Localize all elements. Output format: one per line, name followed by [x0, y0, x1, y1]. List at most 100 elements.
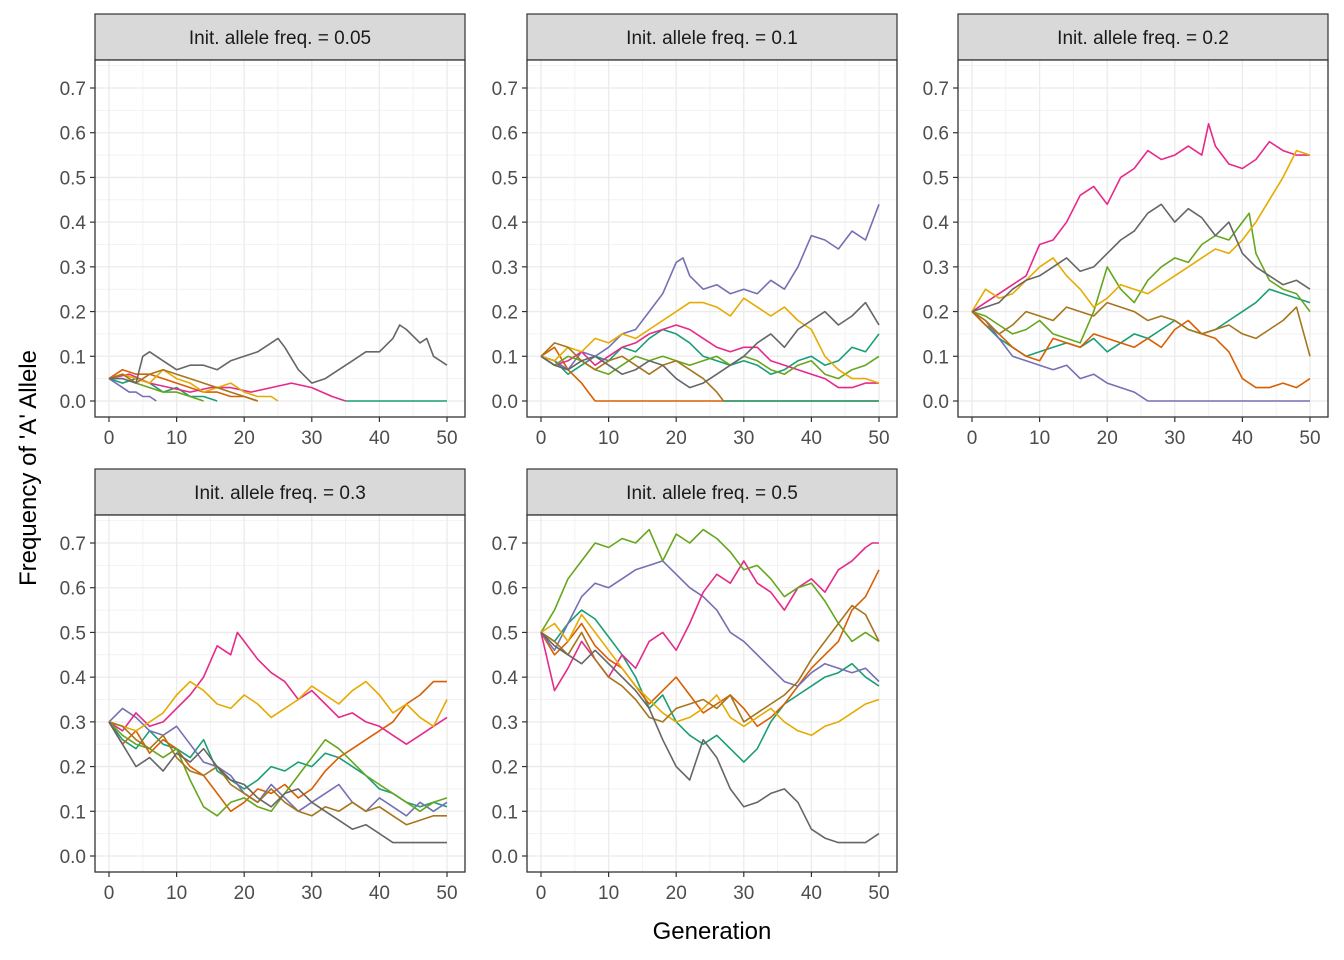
- series-line: [108, 680, 448, 732]
- series-line: [108, 368, 279, 402]
- x-tick-label: 20: [666, 428, 687, 449]
- facet-title: Init. allele freq. = 0.3: [194, 483, 366, 504]
- facet-strip: [526, 13, 898, 61]
- x-tick-label: 10: [166, 428, 187, 449]
- x-tick-label: 0: [104, 883, 115, 904]
- series-line: [971, 288, 1311, 358]
- series-line: [108, 377, 157, 402]
- plot-background: [958, 60, 1328, 417]
- x-tick-label: 20: [234, 883, 255, 904]
- series-line: [971, 212, 1311, 344]
- y-tick-label: 0.2: [492, 303, 518, 324]
- y-tick-label: 0.0: [60, 392, 86, 413]
- y-tick-label: 0.3: [492, 713, 518, 734]
- y-tick-label: 0.1: [60, 347, 86, 368]
- series-line: [540, 631, 880, 844]
- y-tick-label: 0.0: [492, 847, 518, 868]
- y-tick-label: 0.7: [492, 534, 518, 555]
- x-tick-label: 30: [733, 428, 754, 449]
- series-line: [108, 631, 448, 746]
- y-tick-label: 0.6: [492, 124, 518, 145]
- y-tick-label: 0.5: [923, 168, 949, 189]
- series-line: [971, 310, 1310, 402]
- y-tick-label: 0.0: [923, 392, 949, 413]
- y-tick-label: 0.1: [492, 347, 518, 368]
- facet-title: Init. allele freq. = 0.05: [189, 28, 371, 49]
- series-line: [109, 324, 448, 384]
- y-tick-label: 0.0: [492, 392, 518, 413]
- y-tick-label: 0.6: [492, 579, 518, 600]
- x-tick-label: 50: [436, 428, 457, 449]
- series-line: [540, 528, 880, 643]
- x-tick-label: 20: [666, 883, 687, 904]
- x-tick-label: 50: [1299, 428, 1320, 449]
- y-tick-label: 0.7: [60, 79, 86, 100]
- y-tick-label: 0.0: [60, 847, 86, 868]
- series-line: [971, 149, 1311, 313]
- y-tick-label: 0.6: [923, 124, 949, 145]
- panel-border: [526, 59, 898, 418]
- facet-title: Init. allele freq. = 0.1: [626, 28, 798, 49]
- series-line: [971, 301, 1311, 357]
- x-tick-label: 50: [868, 428, 889, 449]
- y-tick-label: 0.4: [492, 213, 519, 234]
- facet-panel: Init. allele freq. = 0.2 0.0 0.1 0.2 0.3 0.4 0…: [923, 13, 1329, 449]
- y-tick-label: 0.2: [60, 758, 86, 779]
- x-tick-label: 30: [301, 428, 322, 449]
- panel-border: [94, 59, 466, 418]
- series-line: [971, 123, 1310, 313]
- series-line: [540, 342, 725, 402]
- series-line: [540, 560, 880, 687]
- facet-strip: [957, 13, 1329, 61]
- facet-panel: Init. allele freq. = 0.5 0.0 0.1 0.2 0.3 0.4 0…: [492, 468, 898, 904]
- y-tick-label: 0.3: [492, 258, 518, 279]
- series-line: [540, 297, 880, 384]
- y-tick-label: 0.1: [492, 802, 518, 823]
- series-line: [540, 613, 880, 737]
- y-tick-label: 0.2: [60, 303, 86, 324]
- series-line: [108, 707, 448, 817]
- x-tick-label: 10: [1029, 428, 1050, 449]
- y-tick-label: 0.4: [492, 668, 519, 689]
- y-tick-label: 0.4: [60, 668, 87, 689]
- x-tick-label: 40: [801, 883, 822, 904]
- x-tick-label: 30: [733, 883, 754, 904]
- x-tick-label: 40: [369, 428, 390, 449]
- facet-panel: Init. allele freq. = 0.05 0.0 0.1 0.2 0.3 0.4…: [60, 13, 466, 449]
- x-tick-label: 30: [1164, 428, 1185, 449]
- x-tick-label: 20: [1097, 428, 1118, 449]
- plot-background: [95, 60, 465, 417]
- y-tick-label: 0.7: [60, 534, 86, 555]
- facet-panels: Init. allele freq. = 0.05 0.0 0.1 0.2 0.3 0.4…: [60, 13, 1329, 904]
- y-tick-label: 0.3: [60, 258, 86, 279]
- x-tick-label: 0: [536, 428, 547, 449]
- series-line: [540, 346, 879, 402]
- plot-background: [95, 515, 465, 872]
- x-tick-label: 40: [1232, 428, 1253, 449]
- x-tick-label: 30: [301, 883, 322, 904]
- series-line: [540, 355, 880, 380]
- x-tick-label: 40: [369, 883, 390, 904]
- y-axis-title: Frequency of 'A' Allele: [15, 350, 42, 586]
- facet-panel: Init. allele freq. = 0.1 0.0 0.1 0.2 0.3 0.4 0…: [492, 13, 898, 449]
- panel-border: [526, 514, 898, 873]
- series-line: [971, 311, 1311, 389]
- x-tick-label: 10: [598, 428, 619, 449]
- series-line: [540, 609, 880, 763]
- facet-panel: Init. allele freq. = 0.3 0.0 0.1 0.2 0.3 0.4 0…: [60, 468, 466, 904]
- y-tick-label: 0.5: [492, 623, 518, 644]
- series-line: [540, 301, 880, 389]
- series-line: [108, 368, 258, 402]
- series-line: [108, 721, 447, 844]
- series-line: [540, 324, 879, 389]
- y-tick-label: 0.2: [492, 758, 518, 779]
- series-line: [971, 203, 1311, 313]
- x-tick-label: 0: [967, 428, 978, 449]
- series-line: [108, 680, 447, 813]
- y-tick-label: 0.4: [923, 213, 950, 234]
- y-tick-label: 0.3: [923, 258, 949, 279]
- y-tick-label: 0.5: [60, 623, 86, 644]
- series-line: [540, 204, 880, 371]
- y-tick-label: 0.6: [60, 579, 86, 600]
